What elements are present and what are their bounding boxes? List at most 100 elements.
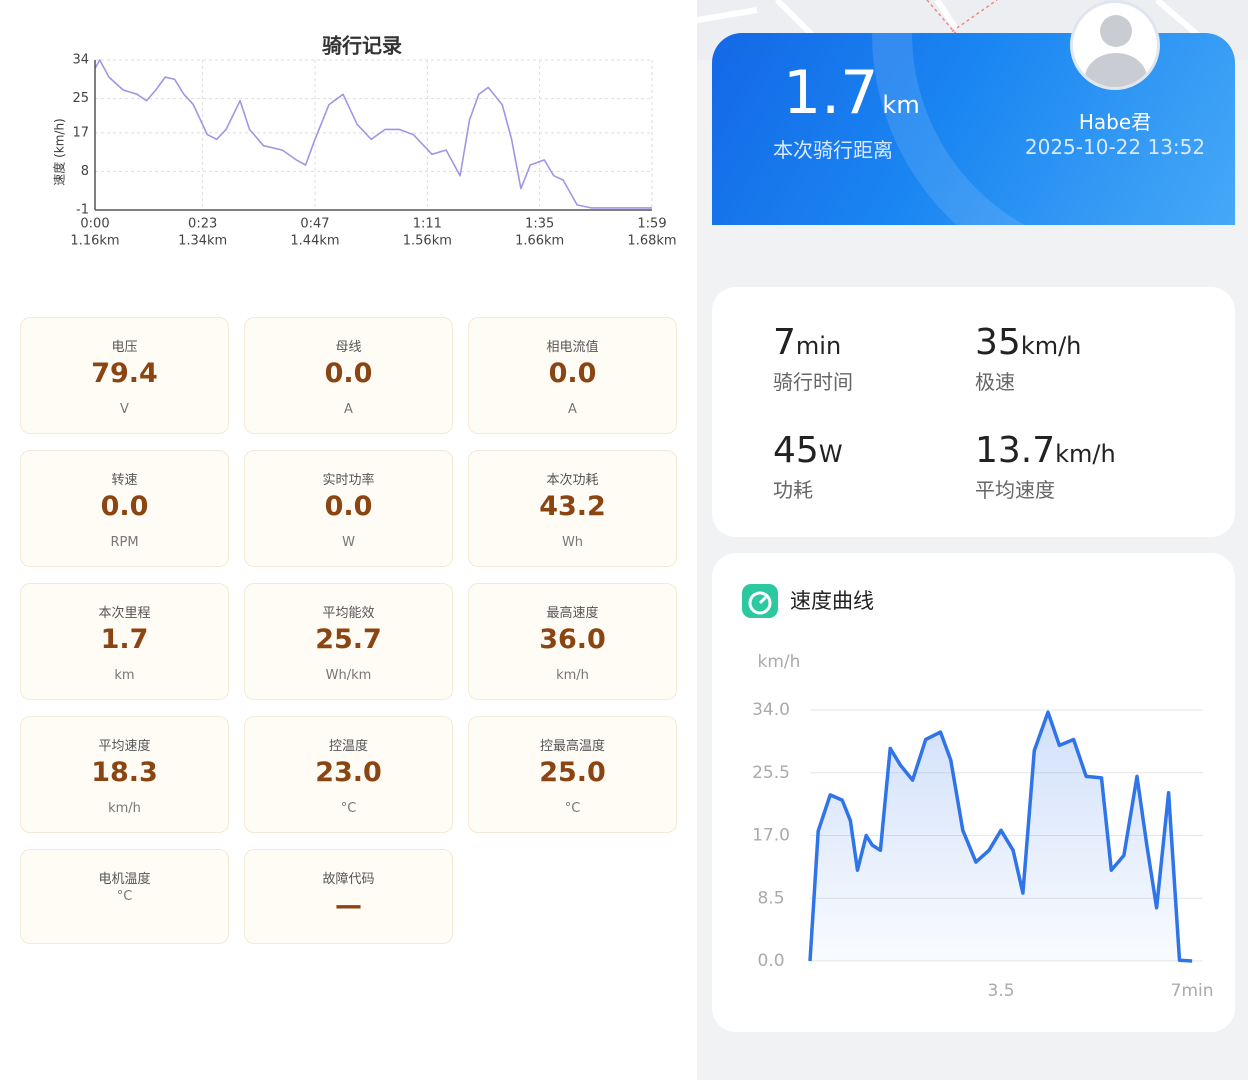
avatar[interactable] bbox=[1070, 0, 1160, 90]
x-tick-label: 0:23 bbox=[188, 217, 217, 232]
stat-value: 35 bbox=[975, 322, 1021, 363]
metric-card: 最高速度 36.0 km/h bbox=[468, 583, 677, 700]
metric-card: 控最高温度 25.0 °C bbox=[468, 716, 677, 833]
distance-value: 1.7 bbox=[783, 58, 879, 128]
metric-unit: A bbox=[344, 402, 353, 417]
metric-card: 本次功耗 43.2 Wh bbox=[468, 450, 677, 567]
metric-value: — bbox=[335, 890, 362, 921]
stats-card bbox=[712, 287, 1235, 537]
stat-unit: km/h bbox=[1055, 440, 1116, 468]
x-tick-sublabel: 1.44km bbox=[290, 234, 339, 249]
y-tick-label: -1 bbox=[76, 203, 89, 218]
stat-unit: km/h bbox=[1020, 332, 1082, 360]
chart-title: 速度曲线 bbox=[790, 589, 874, 613]
line bbox=[94, 59, 652, 209]
stat: 35km/h bbox=[975, 322, 1081, 363]
metric-value: 18.3 bbox=[91, 757, 158, 788]
y-tick-label: 34 bbox=[72, 53, 89, 68]
metric-unit: A bbox=[568, 402, 577, 417]
metric-label: 最高速度 bbox=[546, 606, 599, 621]
x-tick-label: 1:59 bbox=[637, 217, 666, 232]
y-tick-label: 0.0 bbox=[757, 951, 784, 971]
metric-card: 平均速度 18.3 km/h bbox=[20, 716, 229, 833]
metric-unit: °C bbox=[564, 801, 581, 816]
stat: 45W bbox=[773, 430, 843, 471]
metric-label: 相电流值 bbox=[546, 340, 599, 355]
x-tick-label: 1:11 bbox=[413, 217, 442, 232]
metric-unit: km/h bbox=[556, 668, 589, 683]
line bbox=[808, 710, 1193, 963]
metric-value: 79.4 bbox=[91, 358, 158, 389]
stat-value: 13.7 bbox=[975, 430, 1056, 471]
metric-label: 平均速度 bbox=[98, 739, 151, 754]
x-tick-label: 3.5 bbox=[988, 981, 1015, 1001]
metric-value: 23.0 bbox=[315, 757, 382, 788]
y-tick-label: 17 bbox=[72, 125, 89, 140]
y-unit: km/h bbox=[758, 652, 801, 672]
metric-card: 控温度 23.0 °C bbox=[244, 716, 453, 833]
x-tick-label: 0:00 bbox=[80, 217, 109, 232]
metric-value: 25.7 bbox=[315, 624, 382, 655]
metric-label: 本次里程 bbox=[98, 606, 151, 621]
x-tick-label: 7min bbox=[1171, 981, 1214, 1001]
y-tick-label: 25 bbox=[72, 91, 89, 106]
metric-unit: °C bbox=[340, 801, 357, 816]
stat-value: 7 bbox=[773, 322, 796, 363]
y-tick-label: 25.5 bbox=[752, 763, 790, 783]
metric-unit: Wh bbox=[561, 535, 584, 550]
metric-label: 平均能效 bbox=[322, 606, 375, 621]
metric-label: 实时功率 bbox=[322, 473, 375, 488]
x-tick-sublabel: 1.66km bbox=[515, 234, 564, 249]
metric-value: 43.2 bbox=[539, 491, 606, 522]
x-tick-sublabel: 1.34km bbox=[178, 234, 227, 249]
stat-label: 功耗 bbox=[773, 478, 813, 502]
metric-unit: km bbox=[114, 668, 135, 683]
metric-value: 0.0 bbox=[100, 491, 149, 522]
stat-value: 45 bbox=[773, 430, 819, 471]
datetime: 2025-10-22 13:52 bbox=[1024, 135, 1206, 159]
y-tick-label: 17.0 bbox=[752, 826, 790, 846]
x-tick-label: 0:47 bbox=[300, 217, 329, 232]
user-name: Habe君 bbox=[1078, 110, 1152, 134]
metric-card: 本次里程 1.7 km bbox=[20, 583, 229, 700]
x-tick-label: 1:35 bbox=[525, 217, 554, 232]
summary-card bbox=[712, 33, 1235, 225]
speed-chart: 0.0 8.5 17.0 25.5 34.0 3.5 7min 速度曲线 km/h bbox=[742, 584, 1214, 1001]
metric-unit: V bbox=[120, 402, 129, 417]
stat: 13.7km/h bbox=[975, 430, 1116, 471]
x-tick-sublabel: 1.16km bbox=[70, 234, 119, 249]
metric-value: 0.0 bbox=[548, 358, 597, 389]
metric-unit: RPM bbox=[110, 535, 139, 550]
metric-label: 故障代码 bbox=[322, 872, 375, 887]
metric-card: 电压 79.4 V bbox=[20, 317, 229, 434]
stat-label: 极速 bbox=[975, 370, 1015, 394]
stat-label: 骑行时间 bbox=[773, 370, 853, 394]
metric-label: 电机温度 bbox=[98, 872, 151, 887]
area bbox=[810, 712, 1193, 961]
distance: 1.7 km bbox=[783, 58, 920, 128]
metric-card: 相电流值 0.0 A bbox=[468, 317, 677, 434]
metric-unit: km/h bbox=[108, 801, 141, 816]
x-tick-sublabel: 1.68km bbox=[627, 234, 676, 249]
metric-value: 0.0 bbox=[324, 358, 373, 389]
metric-label: 本次功耗 bbox=[546, 473, 599, 488]
metric-value: 0.0 bbox=[324, 491, 373, 522]
stat: 7min bbox=[773, 322, 841, 363]
metric-value: 1.7 bbox=[100, 624, 149, 655]
y-tick-label: 8 bbox=[81, 164, 89, 179]
metric-label: 转速 bbox=[111, 473, 138, 488]
y-tick-label: 8.5 bbox=[757, 888, 784, 908]
metric-unit: Wh/km bbox=[325, 668, 372, 683]
metric-label: 电压 bbox=[111, 340, 138, 355]
metric-card: 母线 0.0 A bbox=[244, 317, 453, 434]
metric-unit: °C bbox=[116, 889, 133, 904]
metric-value: 36.0 bbox=[539, 624, 606, 655]
stat-label: 平均速度 bbox=[975, 478, 1055, 502]
distance-unit: km bbox=[882, 91, 920, 119]
metric-card: 平均能效 25.7 Wh/km bbox=[244, 583, 453, 700]
metric-card: 转速 0.0 RPM bbox=[20, 450, 229, 567]
metric-label: 母线 bbox=[335, 340, 362, 355]
x-tick-sublabel: 1.56km bbox=[403, 234, 452, 249]
metric-card: 故障代码 — bbox=[244, 849, 453, 944]
